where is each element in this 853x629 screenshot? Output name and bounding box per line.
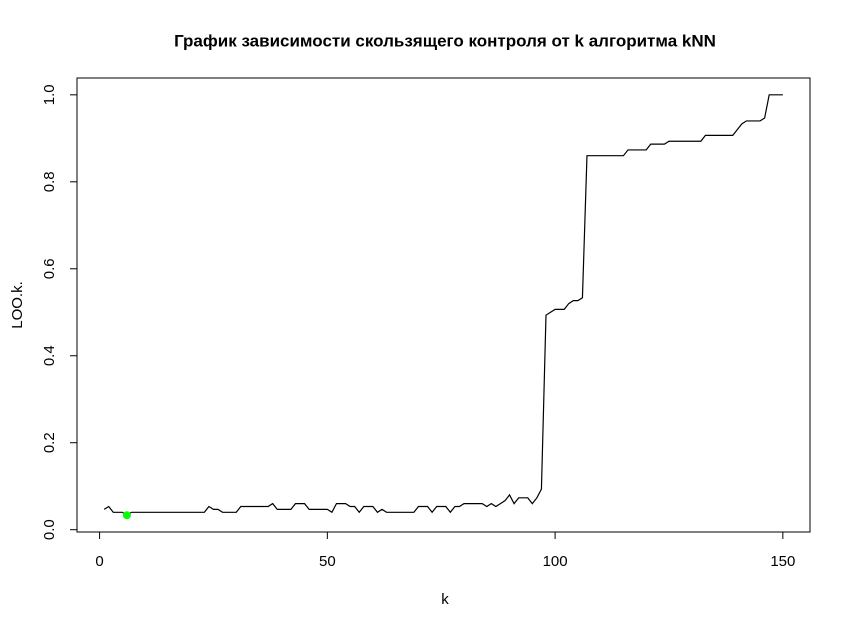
- data-line: [103, 94, 783, 516]
- x-tick-label: 100: [543, 553, 568, 570]
- chart-title: График зависимости скользящего контроля …: [174, 31, 716, 50]
- y-tick-label: 0.4: [41, 345, 58, 366]
- y-tick-label: 0.0: [41, 519, 58, 540]
- x-tick-label: 150: [770, 553, 795, 570]
- x-tick-label: 0: [95, 553, 103, 570]
- y-tick-label: 0.6: [41, 258, 58, 279]
- y-tick-label: 0.8: [41, 171, 58, 192]
- x-tick-label: 50: [319, 553, 336, 570]
- y-axis-label: LOO.k.: [9, 281, 26, 329]
- plot-box: [76, 77, 811, 533]
- y-tick-label: 1.0: [41, 84, 58, 105]
- y-tick-label: 0.2: [41, 432, 58, 453]
- x-axis-label: k: [441, 591, 449, 608]
- highlight-point: [122, 511, 131, 520]
